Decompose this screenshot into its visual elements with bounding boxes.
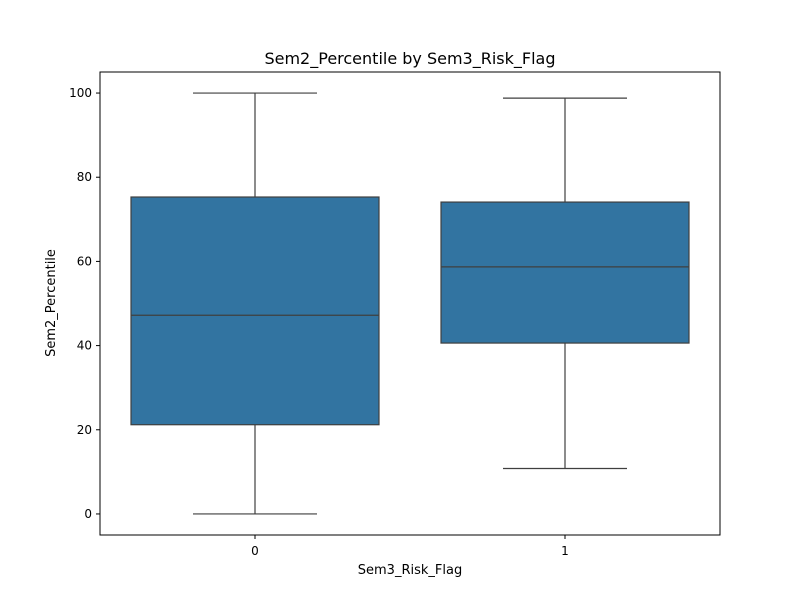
box-0 (130, 196, 380, 426)
y-tick-label: 40 (77, 339, 92, 353)
plot-area: 0 20 40 60 80 100 0 1 (69, 71, 721, 558)
y-tick-label: 60 (77, 254, 92, 268)
y-tick-label: 100 (69, 86, 92, 100)
x-tick-label: 0 (251, 544, 259, 558)
x-axis-label: Sem3_Risk_Flag (358, 563, 462, 578)
plot-frame (99, 71, 721, 536)
y-tick-label: 20 (77, 423, 92, 437)
box-1 (440, 201, 690, 344)
chart-title: Sem2_Percentile by Sem3_Risk_Flag (264, 49, 555, 69)
x-tick-label: 1 (561, 544, 569, 558)
y-axis-label: Sem2_Percentile (44, 249, 59, 357)
y-tick-label: 80 (77, 170, 92, 184)
y-tick-label: 0 (84, 507, 92, 521)
